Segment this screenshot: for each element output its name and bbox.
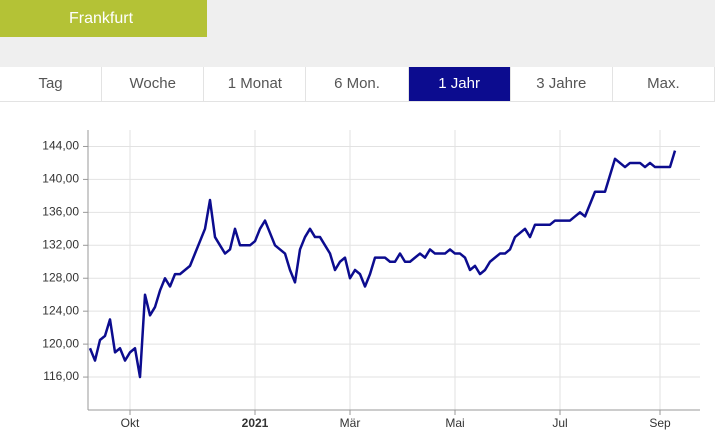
y-tick-label: 120,00 xyxy=(42,336,79,350)
x-tick-label: Jul xyxy=(552,416,567,430)
range-tab[interactable]: 1 Monat xyxy=(204,67,307,101)
range-tab[interactable]: 1 Jahr xyxy=(408,67,511,101)
y-tick-label: 136,00 xyxy=(42,205,79,219)
y-tick-label: 140,00 xyxy=(42,172,79,186)
range-tabs: Tag Woche 1 Monat 6 Mon. 1 Jahr 3 Jahre Max. xyxy=(0,67,715,102)
x-tick-label: Mär xyxy=(340,416,361,430)
x-tick-label: Mai xyxy=(445,416,464,430)
range-tab[interactable]: 6 Mon. xyxy=(306,67,409,101)
y-tick-label: 132,00 xyxy=(42,237,79,251)
x-tick-label: Okt xyxy=(121,416,140,430)
header-bar: Frankfurt xyxy=(0,0,715,67)
range-tab[interactable]: 3 Jahre xyxy=(511,67,613,101)
y-tick-label: 124,00 xyxy=(42,303,79,317)
y-tick-label: 116,00 xyxy=(43,369,79,383)
range-tab[interactable]: Max. xyxy=(613,67,715,101)
y-tick-label: 144,00 xyxy=(42,139,79,153)
y-tick-label: 128,00 xyxy=(42,270,79,284)
exchange-tab[interactable]: Frankfurt xyxy=(0,0,207,37)
x-tick-label: Sep xyxy=(649,416,671,430)
price-line xyxy=(88,150,677,379)
x-tick-label: 2021 xyxy=(242,416,269,430)
range-tab[interactable]: Tag xyxy=(0,67,103,101)
range-tab[interactable]: Woche xyxy=(102,67,205,101)
